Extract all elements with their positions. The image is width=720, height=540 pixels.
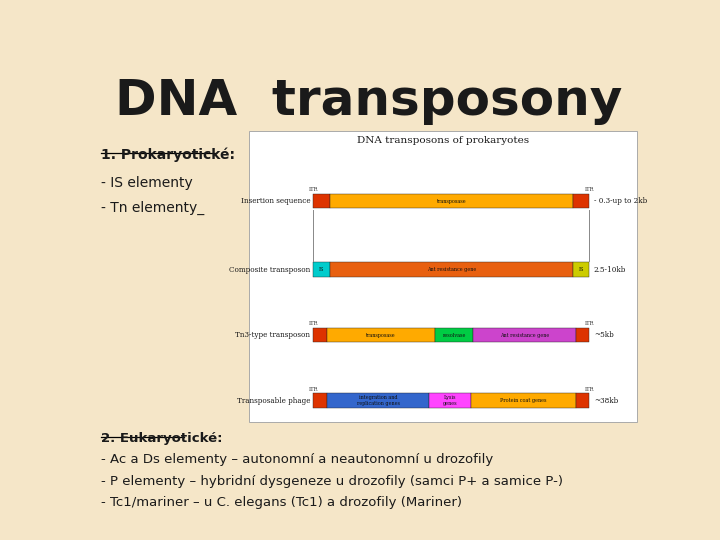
Text: Protein coat genes: Protein coat genes xyxy=(500,398,546,403)
Text: Ant resistance gene: Ant resistance gene xyxy=(427,267,476,272)
Text: IS: IS xyxy=(578,267,584,272)
Text: ~5kb: ~5kb xyxy=(594,331,613,339)
Text: IS: IS xyxy=(319,267,324,272)
Text: 2. Eukaryotické:: 2. Eukaryotické: xyxy=(101,431,222,444)
Text: ITR: ITR xyxy=(585,387,594,392)
FancyBboxPatch shape xyxy=(575,393,590,408)
FancyBboxPatch shape xyxy=(327,328,435,342)
Text: ITR: ITR xyxy=(308,321,318,326)
FancyBboxPatch shape xyxy=(330,262,573,277)
FancyBboxPatch shape xyxy=(313,328,327,342)
Text: ITR: ITR xyxy=(585,321,594,326)
Text: DNA transposons of prokaryotes: DNA transposons of prokaryotes xyxy=(357,136,529,145)
Text: 2.5-10kb: 2.5-10kb xyxy=(594,266,626,274)
Text: ITR: ITR xyxy=(585,187,594,192)
Text: DNA  transposony: DNA transposony xyxy=(115,77,623,125)
FancyBboxPatch shape xyxy=(313,194,330,208)
FancyBboxPatch shape xyxy=(313,262,330,277)
FancyBboxPatch shape xyxy=(575,328,590,342)
Text: - P elementy – hybridní dysgeneze u drozofily (samci P+ a samice P-): - P elementy – hybridní dysgeneze u droz… xyxy=(101,475,563,488)
FancyBboxPatch shape xyxy=(471,393,575,408)
FancyBboxPatch shape xyxy=(313,393,327,408)
Text: - Tc1/mariner – u C. elegans (Tc1) a drozofily (Mariner): - Tc1/mariner – u C. elegans (Tc1) a dro… xyxy=(101,496,462,509)
FancyBboxPatch shape xyxy=(327,393,429,408)
Text: ITR: ITR xyxy=(308,187,318,192)
Text: resolvase: resolvase xyxy=(442,333,466,338)
Text: - 0.3-up to 2kb: - 0.3-up to 2kb xyxy=(594,197,647,205)
Text: - Tn elementy_: - Tn elementy_ xyxy=(101,201,204,215)
Text: 1. Prokaryotické:: 1. Prokaryotické: xyxy=(101,148,235,163)
FancyBboxPatch shape xyxy=(573,262,590,277)
Text: transposase: transposase xyxy=(436,199,466,204)
Text: transposase: transposase xyxy=(366,333,396,338)
FancyBboxPatch shape xyxy=(429,393,471,408)
FancyBboxPatch shape xyxy=(330,194,573,208)
Text: integration and
replication genes: integration and replication genes xyxy=(356,395,400,406)
Text: - IS elementy: - IS elementy xyxy=(101,176,193,190)
Text: ~38kb: ~38kb xyxy=(594,396,618,404)
Text: Ant resistance gene: Ant resistance gene xyxy=(500,333,549,338)
FancyBboxPatch shape xyxy=(435,328,474,342)
Text: - Ac a Ds elementy – autonomní a neautonomní u drozofily: - Ac a Ds elementy – autonomní a neauton… xyxy=(101,453,493,466)
Text: Lysis
genes: Lysis genes xyxy=(443,395,457,406)
Text: Insertion sequence: Insertion sequence xyxy=(240,197,310,205)
Text: Tn3-type transposon: Tn3-type transposon xyxy=(235,331,310,339)
FancyBboxPatch shape xyxy=(249,131,637,422)
FancyBboxPatch shape xyxy=(573,194,590,208)
FancyBboxPatch shape xyxy=(474,328,575,342)
Text: Composite transposon: Composite transposon xyxy=(229,266,310,274)
Text: ITR: ITR xyxy=(308,387,318,392)
Text: Transposable phage: Transposable phage xyxy=(237,396,310,404)
